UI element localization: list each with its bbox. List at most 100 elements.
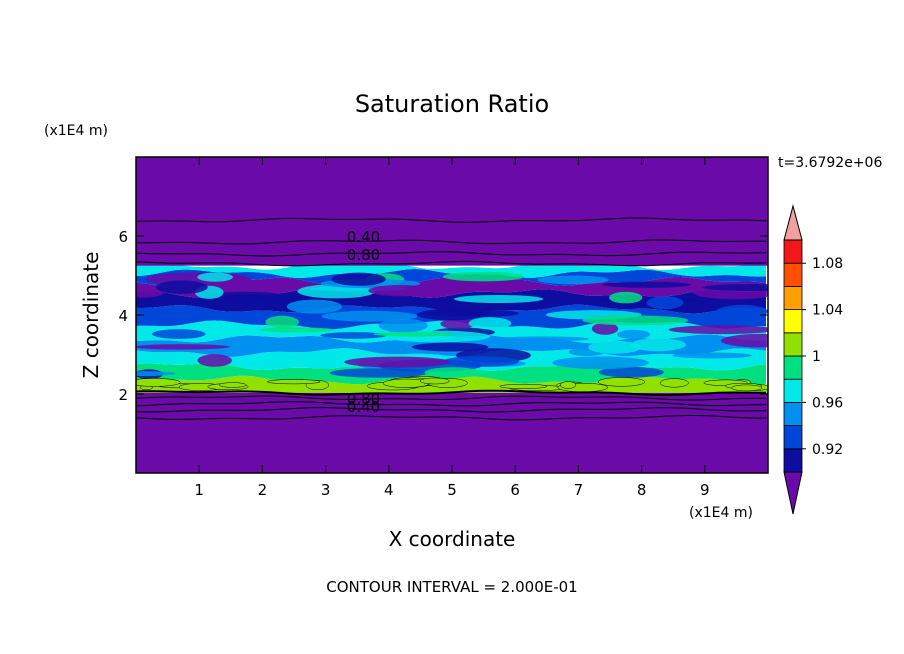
texture-streak xyxy=(331,272,386,286)
texture-streak xyxy=(416,308,484,321)
saturation-band xyxy=(136,157,768,266)
colorbar-label: 1.08 xyxy=(812,256,843,272)
texture-streak xyxy=(344,356,451,368)
texture-streak xyxy=(378,318,428,333)
texture-streak xyxy=(468,317,512,330)
contour-line xyxy=(136,389,766,397)
x-tick-label: 9 xyxy=(700,481,710,499)
texture-streak xyxy=(368,284,433,297)
texture-streak xyxy=(321,310,418,322)
texture-streak xyxy=(591,322,619,335)
texture-blob xyxy=(419,377,450,385)
texture-streak xyxy=(152,329,206,339)
texture-streak xyxy=(646,296,684,310)
saturation-band xyxy=(136,276,766,298)
contour-label: 0.40 xyxy=(347,398,380,416)
texture-streak xyxy=(716,304,768,319)
texture-streak xyxy=(720,333,768,348)
texture-streak xyxy=(440,318,476,330)
colorbar-over-arrow xyxy=(783,204,803,241)
contour-line xyxy=(136,239,767,245)
colorbar-label: 1 xyxy=(812,349,821,365)
colorbar-box xyxy=(783,378,803,403)
x-tick-label: 8 xyxy=(637,481,647,499)
texture-streak xyxy=(552,356,649,370)
texture-streak xyxy=(453,295,544,303)
texture-streak xyxy=(259,327,336,333)
texture-streak xyxy=(136,287,164,298)
texture-streak xyxy=(617,329,651,339)
contour-line xyxy=(136,401,767,407)
texture-streak xyxy=(136,371,176,376)
colorbar-box xyxy=(783,239,803,264)
time-label: t=3.6792e+06 xyxy=(778,155,882,171)
texture-blob xyxy=(731,384,763,392)
texture-streak xyxy=(582,315,689,326)
y-tick-label: 6 xyxy=(118,228,128,246)
texture-streak xyxy=(598,367,664,378)
colorbar-label: 0.92 xyxy=(812,442,843,458)
x-tick-label: 4 xyxy=(384,481,394,499)
colorbar-box xyxy=(783,332,803,357)
texture-streak xyxy=(412,342,489,352)
y-tick-label: 4 xyxy=(118,307,128,325)
x-unit-label: (x1E4 m) xyxy=(689,505,753,521)
contour-line xyxy=(136,407,767,413)
contour-line xyxy=(136,395,767,401)
y-unit-label: (x1E4 m) xyxy=(44,123,108,139)
x-tick-label: 6 xyxy=(510,481,520,499)
contour-line xyxy=(136,260,767,267)
colorbar-label: 0.96 xyxy=(812,395,843,411)
contour-label: 0.80 xyxy=(347,246,380,264)
texture-streak xyxy=(702,284,768,291)
texture-streak xyxy=(672,352,752,359)
texture-blob xyxy=(499,383,548,389)
texture-streak xyxy=(373,331,453,337)
texture-streak xyxy=(537,275,609,285)
contour-line xyxy=(136,217,767,223)
colorbar-box xyxy=(783,448,803,473)
texture-streak xyxy=(136,344,230,350)
contour-line xyxy=(136,415,766,421)
texture-streak xyxy=(286,299,342,314)
texture-streak xyxy=(265,315,299,329)
texture-streak xyxy=(442,271,524,282)
texture-streak xyxy=(588,340,642,354)
contour-label: 0.80 xyxy=(347,390,380,408)
texture-streak xyxy=(609,291,643,304)
texture-streak xyxy=(442,356,519,367)
colorbar-box xyxy=(783,355,803,380)
saturation-band xyxy=(136,392,768,473)
texture-streak xyxy=(155,280,208,294)
colorbar-box xyxy=(783,309,803,334)
texture-blob xyxy=(560,381,577,389)
texture-streak xyxy=(320,332,388,339)
x-axis-label: X coordinate xyxy=(389,527,516,551)
contour-label: 0.40 xyxy=(347,228,380,246)
texture-streak xyxy=(668,325,768,335)
texture-blob xyxy=(267,379,321,385)
colorbar-box xyxy=(783,425,803,450)
x-tick-label: 3 xyxy=(321,481,331,499)
y-axis-label: Z coordinate xyxy=(79,252,103,379)
colorbar-under-arrow xyxy=(783,471,803,515)
texture-blob xyxy=(597,377,646,387)
y-tick-label: 2 xyxy=(118,386,128,404)
texture-streak xyxy=(630,338,686,352)
contour-line xyxy=(136,251,767,257)
chart-title: Saturation Ratio xyxy=(355,90,549,118)
colorbar-box xyxy=(783,262,803,287)
colorbar: 1.08 1.04 1 0.96 0.92 xyxy=(783,204,843,515)
x-tick-label: 7 xyxy=(574,481,584,499)
colorbar-box xyxy=(783,401,803,426)
texture-streak xyxy=(494,336,590,342)
x-tick-label: 2 xyxy=(258,481,268,499)
texture-blob xyxy=(136,378,181,387)
texture-streak xyxy=(424,367,481,378)
texture-streak xyxy=(197,272,234,282)
texture-blob xyxy=(659,378,689,388)
colorbar-box xyxy=(783,285,803,310)
x-tick-label: 1 xyxy=(194,481,204,499)
x-tick-label: 5 xyxy=(447,481,457,499)
